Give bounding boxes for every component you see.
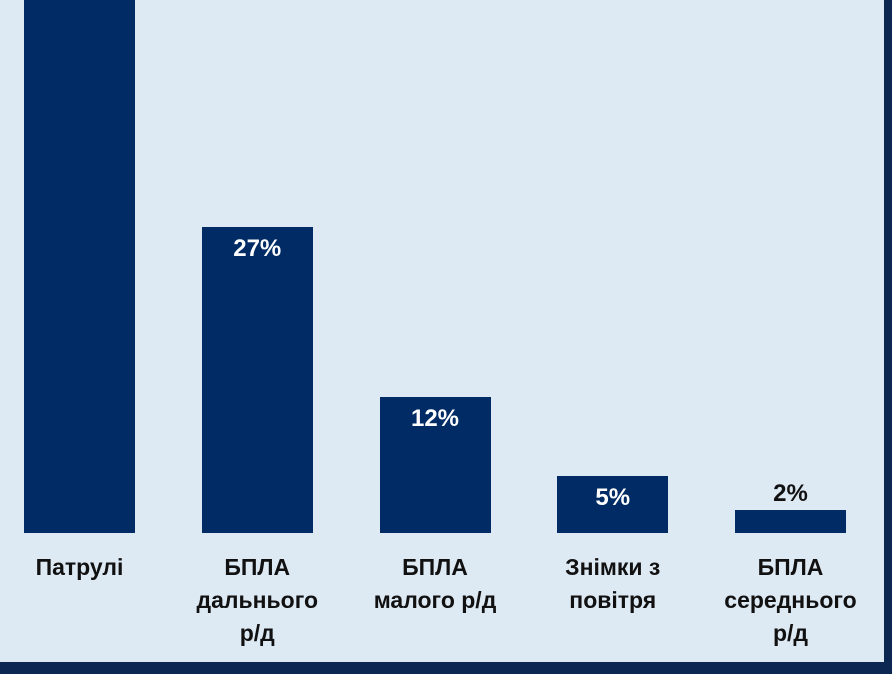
data-label: 5% [595,484,631,512]
bar [557,476,669,533]
data-label: 2% [773,480,808,508]
data-label: 27% [233,234,282,262]
bar [379,396,491,533]
x-tick-label: БПЛА дальнього р/д [196,554,319,646]
bar [735,510,846,533]
x-tick-label: БПЛА малого р/д [373,554,497,613]
bar [24,0,135,533]
x-tick-label: Патрулі [35,554,124,580]
data-label: 12% [410,404,460,432]
frame [884,0,892,674]
frame [0,662,892,674]
x-tick-label: Знімки з повітря [565,554,661,613]
x-tick-label: БПЛА середнього р/д [724,554,857,646]
plot-area [24,0,846,533]
bar [201,226,313,533]
